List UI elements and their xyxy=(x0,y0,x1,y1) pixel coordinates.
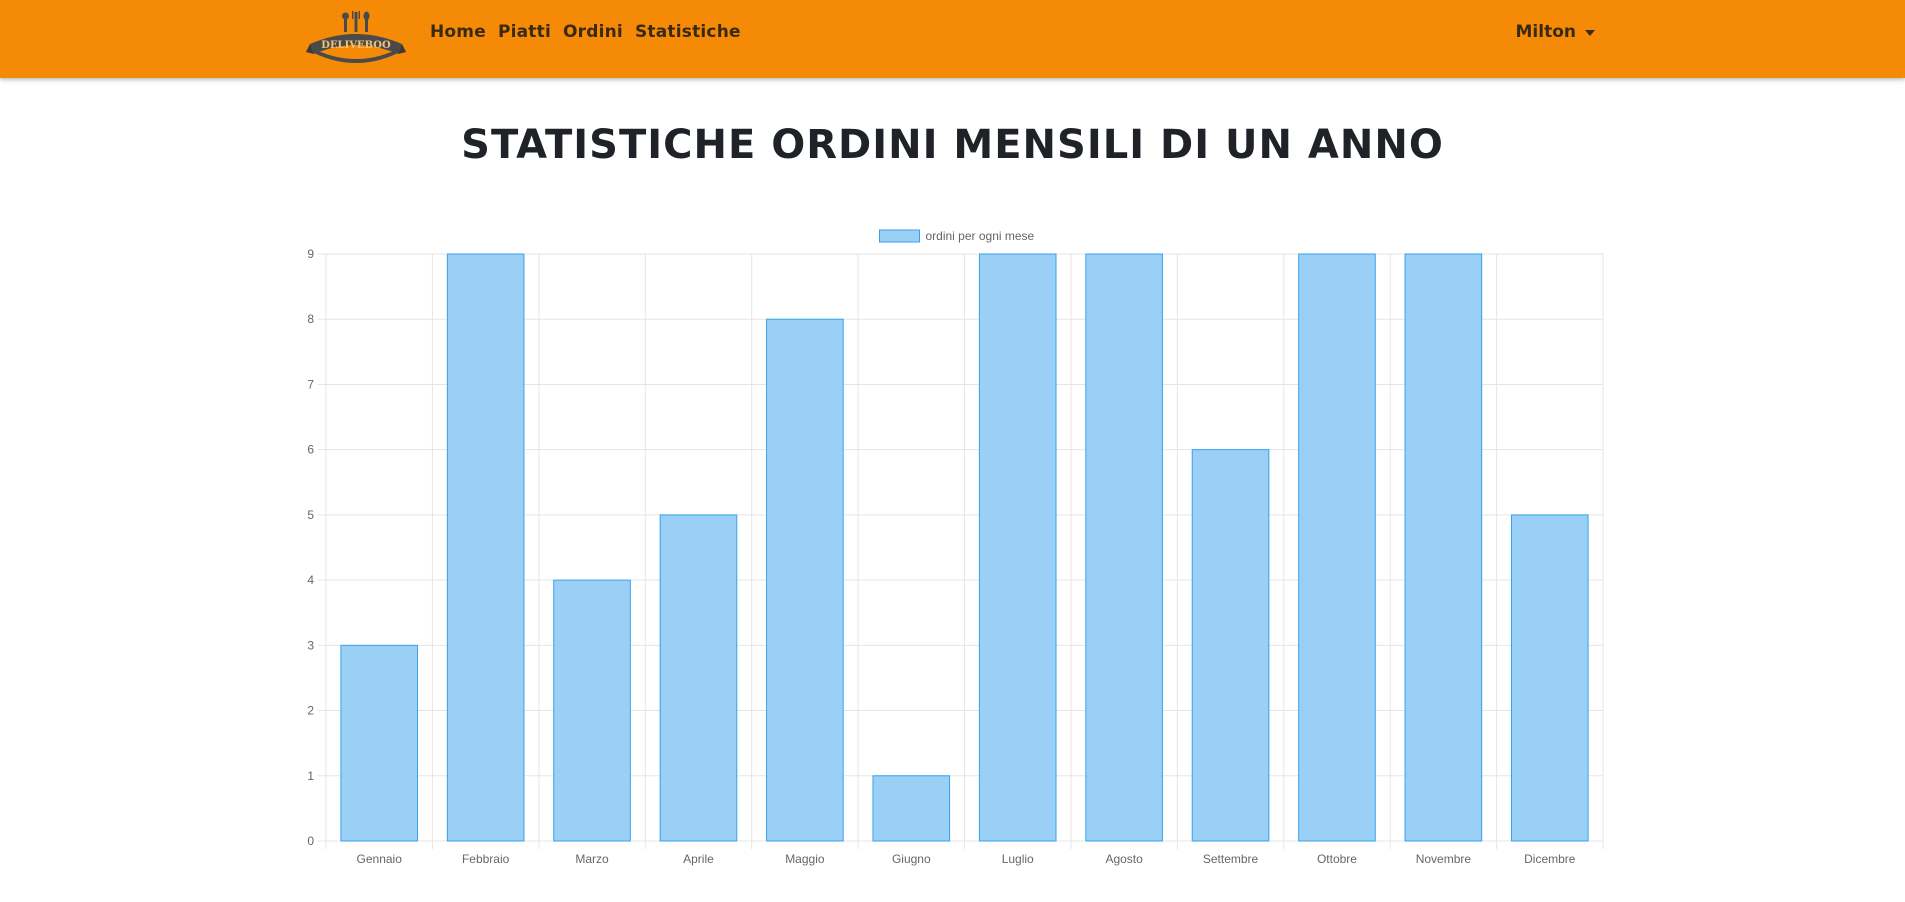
bar-aprile xyxy=(659,514,738,842)
x-tick-label: Giugno xyxy=(892,852,931,866)
top-navbar: DELIVEBOO Home Piatti Ordini Statistiche… xyxy=(0,0,1905,78)
user-dropdown[interactable]: Milton xyxy=(1516,22,1595,42)
x-tick-label: Gennaio xyxy=(357,852,403,866)
bar-marzo xyxy=(553,579,631,842)
bar-luglio xyxy=(978,253,1057,842)
deliveboo-logo[interactable]: DELIVEBOO xyxy=(306,8,406,66)
bar-ottobre xyxy=(1298,253,1376,842)
bar-gennaio xyxy=(340,644,419,842)
y-tick-label: 6 xyxy=(307,443,314,457)
bar-maggio xyxy=(766,318,844,842)
bar-novembre xyxy=(1404,253,1483,842)
y-tick-label: 0 xyxy=(307,834,314,848)
x-tick-label: Dicembre xyxy=(1524,852,1576,866)
caret-down-icon xyxy=(1585,30,1595,36)
y-tick-label: 9 xyxy=(307,247,314,261)
logo-text: DELIVEBOO xyxy=(321,40,391,51)
orders-bar-chart: 0 1 2 3 4 5 6 7 8 9 Gennaio Febbraio Marzo Aprile Magg… xyxy=(290,222,1610,872)
bar-agosto xyxy=(1085,253,1163,842)
x-tick-label: Ottobre xyxy=(1317,852,1357,866)
nav-link-home[interactable]: Home xyxy=(430,22,486,42)
x-tick-label: Aprile xyxy=(683,852,714,866)
y-tick-label: 3 xyxy=(307,638,314,652)
x-tick-label: Novembre xyxy=(1416,852,1472,866)
x-tick-label: Marzo xyxy=(575,852,609,866)
x-tick-label: Maggio xyxy=(785,852,825,866)
page-title: STATISTICHE ORDINI MENSILI DI UN ANNO xyxy=(461,122,1444,168)
nav-link-statistiche[interactable]: Statistiche xyxy=(634,22,741,42)
legend-label: ordini per ogni mese xyxy=(926,229,1035,243)
bar-febbraio xyxy=(446,253,525,842)
bar-dicembre xyxy=(1510,514,1589,842)
bar-giugno xyxy=(872,775,951,842)
chart-canvas: 0 1 2 3 4 5 6 7 8 9 Gennaio Febbraio Marzo Aprile Magg… xyxy=(307,229,1604,866)
y-tick-label: 8 xyxy=(307,312,314,326)
legend-swatch xyxy=(879,229,920,243)
bar-settembre xyxy=(1191,449,1270,842)
main-nav: Home Piatti Ordini Statistiche xyxy=(430,22,753,42)
y-tick-label: 7 xyxy=(307,377,314,391)
y-tick-label: 5 xyxy=(307,508,314,522)
nav-link-piatti[interactable]: Piatti xyxy=(497,22,551,42)
x-tick-label: Febbraio xyxy=(462,852,510,866)
user-name: Milton xyxy=(1515,22,1576,42)
x-tick-label: Settembre xyxy=(1203,852,1259,866)
y-tick-label: 2 xyxy=(307,704,314,718)
nav-link-ordini[interactable]: Ordini xyxy=(563,22,623,42)
x-tick-label: Agosto xyxy=(1105,852,1143,866)
y-tick-label: 4 xyxy=(307,573,314,587)
x-tick-label: Luglio xyxy=(1002,852,1034,866)
y-tick-label: 1 xyxy=(307,769,314,783)
